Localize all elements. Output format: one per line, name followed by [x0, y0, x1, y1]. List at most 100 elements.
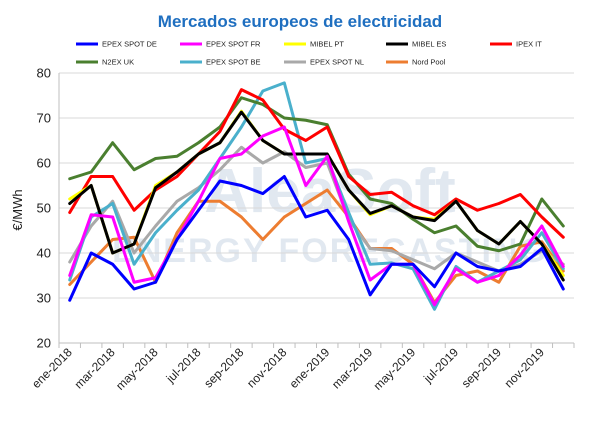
- data-point: [540, 197, 544, 201]
- legend-item-epex-spot-nl: EPEX SPOT NL: [284, 58, 364, 67]
- data-point: [390, 263, 393, 266]
- data-point: [175, 231, 179, 234]
- data-point: [304, 202, 307, 205]
- data-point: [326, 123, 329, 126]
- data-point: [411, 263, 415, 266]
- data-point: [368, 293, 372, 297]
- data-point: [111, 238, 114, 241]
- data-point: [304, 184, 307, 187]
- series-line-n2ex-uk: [68, 96, 565, 253]
- data-point: [111, 251, 114, 255]
- legend-label: Nord Pool: [412, 58, 446, 67]
- data-point: [347, 188, 350, 192]
- data-point: [562, 278, 565, 282]
- data-point: [240, 88, 243, 91]
- data-point: [497, 281, 501, 284]
- data-point: [411, 204, 415, 207]
- data-point: [283, 81, 286, 85]
- series-n2ex-uk: [68, 96, 565, 253]
- data-point: [454, 274, 458, 277]
- series-mibel-es: [68, 110, 565, 282]
- data-point: [562, 267, 565, 270]
- data-point: [433, 267, 436, 270]
- x-tick-label: may-2019: [371, 345, 419, 393]
- data-point: [261, 192, 265, 195]
- data-point: [562, 287, 565, 291]
- data-point: [240, 152, 243, 156]
- data-point: [89, 213, 93, 216]
- data-point: [433, 285, 436, 288]
- data-point: [89, 251, 93, 255]
- data-point: [154, 157, 157, 160]
- data-point: [497, 202, 501, 205]
- series-line-epex-spot-fr: [68, 125, 565, 307]
- legend-label: IPEX IT: [516, 40, 542, 49]
- data-point: [519, 258, 522, 261]
- data-point: [132, 242, 136, 246]
- data-point: [497, 242, 501, 246]
- legend: EPEX SPOT DE EPEX SPOT FR MIBEL PT MIBEL ES…: [76, 40, 542, 67]
- data-point: [261, 98, 265, 102]
- data-point: [111, 215, 114, 219]
- data-point: [347, 175, 350, 178]
- data-point: [111, 263, 114, 266]
- x-tick-label: nov-2019: [502, 345, 548, 391]
- data-point: [304, 152, 307, 156]
- data-point: [326, 125, 329, 129]
- data-point: [390, 191, 393, 194]
- series-line-nord-pool: [68, 188, 565, 304]
- data-point: [218, 157, 222, 160]
- data-point: [433, 219, 436, 222]
- data-point: [304, 119, 307, 122]
- data-point: [89, 224, 93, 228]
- data-point: [433, 231, 436, 234]
- data-point: [540, 215, 544, 219]
- data-point: [476, 229, 479, 232]
- chart-title: Mercados europeos de electricidad: [158, 12, 442, 31]
- y-tick-label: 70: [37, 111, 51, 126]
- data-point: [68, 260, 71, 264]
- data-point: [68, 177, 71, 180]
- data-point: [218, 130, 222, 133]
- legend-item-mibel-es: MIBEL ES: [386, 40, 446, 49]
- legend-item-epex-spot-fr: EPEX SPOT FR: [180, 40, 261, 49]
- data-point: [519, 242, 522, 246]
- data-point: [154, 224, 157, 228]
- x-tick-label: ene-2018: [29, 345, 75, 391]
- data-point: [368, 263, 372, 266]
- data-point: [454, 267, 458, 270]
- data-point: [175, 170, 179, 174]
- data-point: [519, 254, 522, 257]
- data-point: [197, 188, 200, 192]
- data-point: [154, 281, 157, 284]
- series-epex-spot-nl: [68, 145, 565, 273]
- data-point: [326, 155, 329, 158]
- data-point: [390, 204, 393, 207]
- data-point: [175, 200, 179, 203]
- data-point: [132, 263, 136, 266]
- legend-item-ipex-it: IPEX IT: [490, 40, 542, 49]
- data-point: [68, 278, 71, 282]
- data-point: [326, 152, 329, 156]
- data-point: [240, 215, 243, 219]
- data-point: [68, 283, 71, 286]
- data-point: [562, 236, 565, 239]
- data-point: [132, 287, 136, 291]
- data-point: [89, 184, 93, 187]
- data-point: [132, 168, 136, 171]
- y-tick-label: 60: [37, 156, 51, 171]
- data-point: [347, 238, 350, 241]
- data-point: [519, 220, 522, 223]
- data-point: [454, 200, 458, 203]
- data-point: [89, 260, 93, 264]
- x-tick-label: sep-2019: [459, 345, 505, 391]
- x-tick-label: jul-2018: [163, 345, 204, 386]
- data-point: [497, 269, 501, 273]
- data-point: [304, 161, 307, 165]
- data-point: [326, 209, 329, 212]
- data-point: [454, 197, 458, 201]
- data-point: [283, 152, 286, 156]
- legend-label: N2EX UK: [102, 58, 134, 67]
